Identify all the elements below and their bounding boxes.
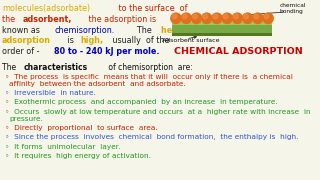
Circle shape xyxy=(244,14,248,19)
Circle shape xyxy=(202,13,212,24)
Circle shape xyxy=(172,14,177,19)
Text: ◦  The process  is specific  means that it will  occur only if there is  a chemi: ◦ The process is specific means that it … xyxy=(5,73,293,80)
Bar xyxy=(172,33,272,36)
Circle shape xyxy=(191,13,202,24)
Text: affinity  between the adsorbent  and adsorbate.: affinity between the adsorbent and adsor… xyxy=(9,81,186,87)
Text: CHEMICAL ADSORPTION: CHEMICAL ADSORPTION xyxy=(174,47,303,56)
Text: The: The xyxy=(2,63,19,72)
Text: ◦  Occurs  slowly at low temperature and occurs  at a  higher rate with increase: ◦ Occurs slowly at low temperature and o… xyxy=(5,109,311,115)
Text: heat of: heat of xyxy=(161,26,193,35)
Text: The: The xyxy=(132,26,154,35)
Circle shape xyxy=(222,13,232,24)
Text: 80 to - 240 kJ per mole.: 80 to - 240 kJ per mole. xyxy=(54,47,159,56)
Text: adsorbent,: adsorbent, xyxy=(22,15,72,24)
Circle shape xyxy=(242,13,253,24)
Text: of chemisorption  are:: of chemisorption are: xyxy=(106,63,193,72)
Circle shape xyxy=(181,13,191,24)
Circle shape xyxy=(234,14,238,19)
Circle shape xyxy=(232,13,243,24)
Bar xyxy=(172,22,272,25)
Text: usually  of the: usually of the xyxy=(110,36,169,45)
Text: ◦  It forms  unimolecular  layer.: ◦ It forms unimolecular layer. xyxy=(5,144,121,150)
Text: chemisorption.: chemisorption. xyxy=(54,26,114,35)
Circle shape xyxy=(182,14,187,19)
Text: molecules(adsorbate): molecules(adsorbate) xyxy=(2,4,90,13)
Text: the adsorption is: the adsorption is xyxy=(86,15,156,24)
Text: Adsorbent surface: Adsorbent surface xyxy=(162,38,220,43)
Text: chemical
bonding: chemical bonding xyxy=(280,3,307,14)
Circle shape xyxy=(203,14,207,19)
Bar xyxy=(172,22,272,36)
Circle shape xyxy=(223,14,228,19)
Text: ◦  It requires  high energy of activation.: ◦ It requires high energy of activation. xyxy=(5,153,151,159)
Text: pressure.: pressure. xyxy=(9,116,43,122)
Text: characteristics: characteristics xyxy=(23,63,87,72)
Circle shape xyxy=(264,14,269,19)
Circle shape xyxy=(171,13,181,24)
Text: high,: high, xyxy=(80,36,103,45)
Text: to the surface  of: to the surface of xyxy=(116,4,187,13)
Circle shape xyxy=(263,13,273,24)
Text: ◦  Irreversible  in nature.: ◦ Irreversible in nature. xyxy=(5,90,96,96)
Text: known as: known as xyxy=(2,26,42,35)
Text: is: is xyxy=(65,36,76,45)
Circle shape xyxy=(254,14,259,19)
Text: ◦  Since the process  involves  chemical  bond formation,  the enthalpy is  high: ◦ Since the process involves chemical bo… xyxy=(5,134,299,141)
Circle shape xyxy=(212,13,222,24)
Text: the: the xyxy=(2,15,18,24)
Text: ◦  Exothermic process  and accompanied  by an increase  in temperature.: ◦ Exothermic process and accompanied by … xyxy=(5,99,278,105)
Text: adsorption: adsorption xyxy=(2,36,51,45)
Text: order of -: order of - xyxy=(2,47,42,56)
Circle shape xyxy=(213,14,218,19)
Circle shape xyxy=(252,13,263,24)
Text: ◦  Directly  proportional  to surface  area.: ◦ Directly proportional to surface area. xyxy=(5,125,158,131)
Circle shape xyxy=(193,14,197,19)
